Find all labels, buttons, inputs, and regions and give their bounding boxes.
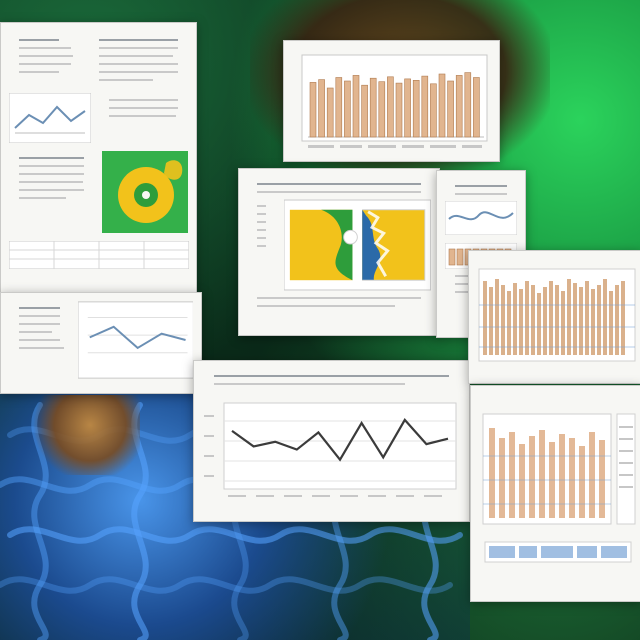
mesh-stroke <box>0 576 453 594</box>
text-line <box>19 323 60 325</box>
table-chart-panel <box>471 386 640 601</box>
text-line <box>257 221 267 223</box>
text-line <box>19 347 65 349</box>
mesh-stroke <box>7 526 463 544</box>
text-line <box>257 183 421 185</box>
bar <box>447 80 454 138</box>
text-line <box>19 47 71 49</box>
text-line <box>109 99 178 101</box>
bar <box>378 81 386 138</box>
flower-shape <box>10 395 140 475</box>
bar <box>438 73 446 138</box>
small-line-chart <box>77 301 193 379</box>
text-line <box>19 307 60 309</box>
document-left <box>0 22 197 294</box>
small-line-series <box>88 325 186 350</box>
text-line <box>19 165 84 167</box>
text-line <box>19 339 60 341</box>
text-line <box>99 47 178 49</box>
bar <box>473 77 480 138</box>
text-line <box>257 191 421 193</box>
text-line <box>19 181 83 183</box>
line-chart <box>194 391 469 517</box>
bar <box>352 75 360 138</box>
document-map-split <box>238 168 440 336</box>
bar <box>369 77 377 138</box>
document-right <box>468 250 640 384</box>
bar <box>335 77 343 138</box>
bar <box>412 79 420 138</box>
text-line <box>19 55 73 57</box>
column-chart-wide <box>469 251 640 383</box>
text-line <box>257 245 267 247</box>
bar <box>318 79 325 138</box>
text-line <box>99 39 178 41</box>
map-thumbnail <box>102 151 188 233</box>
text-line <box>19 39 59 41</box>
bar <box>309 82 317 138</box>
text-line <box>257 305 395 307</box>
text-line <box>99 63 178 65</box>
text-line <box>455 185 507 187</box>
text-line <box>214 383 406 385</box>
text-line <box>99 79 154 81</box>
text-line <box>19 63 71 65</box>
text-line <box>257 213 267 215</box>
text-line <box>455 193 507 195</box>
bar <box>404 78 411 138</box>
document-left-bottom <box>0 292 202 394</box>
text-line <box>19 173 84 175</box>
text-line <box>257 205 267 207</box>
text-line <box>19 315 60 317</box>
table-preview <box>9 241 189 269</box>
text-line <box>214 375 449 377</box>
wave-chart <box>445 201 517 235</box>
text-line <box>19 197 66 199</box>
text-line <box>257 237 267 239</box>
text-line <box>99 55 174 57</box>
bar <box>344 80 351 138</box>
bar-chart <box>284 41 499 161</box>
line-series <box>231 418 449 462</box>
bar <box>464 72 472 138</box>
bar <box>430 83 437 138</box>
text-line <box>19 157 84 159</box>
text-line <box>257 229 267 231</box>
text-line <box>109 115 176 117</box>
text-line <box>257 297 421 299</box>
text-line <box>19 331 53 333</box>
text-line <box>19 71 59 73</box>
bar <box>387 76 394 138</box>
bar <box>455 75 463 138</box>
bar <box>421 75 429 138</box>
text-line <box>19 189 84 191</box>
document-right-bottom <box>470 385 640 602</box>
text-line <box>99 71 178 73</box>
text-line <box>109 107 178 109</box>
small-diagram <box>9 93 91 143</box>
map-split-figure <box>284 199 431 291</box>
bar <box>361 84 368 138</box>
bar <box>326 87 334 138</box>
document-bar-chart <box>283 40 500 162</box>
bar <box>395 82 403 138</box>
document-line-chart <box>193 360 470 522</box>
